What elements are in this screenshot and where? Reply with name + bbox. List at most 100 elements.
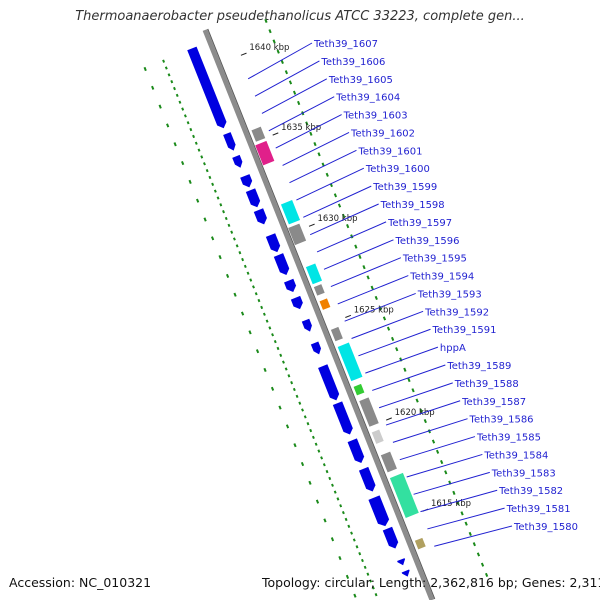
gc-skew-dash (323, 518, 327, 523)
gc-skew-dash (264, 18, 268, 23)
gene-label: Teth39_1583 (491, 468, 556, 479)
label-leader-line (420, 489, 498, 513)
gc-skew-dash (331, 483, 334, 487)
gc-skew-dash (391, 336, 395, 342)
gc-skew-dash (246, 271, 250, 275)
gc-skew-dash (330, 537, 335, 542)
gc-skew-dash (371, 586, 375, 590)
gc-skew-dash (284, 70, 289, 75)
label-leader-line (344, 292, 416, 322)
gc-skew-dash (374, 295, 378, 301)
forward-gene-arrow (401, 569, 410, 577)
gc-skew-dash (468, 531, 472, 536)
gc-skew-dash (311, 435, 315, 440)
gc-skew-dash (263, 367, 267, 373)
label-leader-line (365, 346, 439, 374)
gc-skew-dash (235, 244, 239, 248)
gc-skew-dash (305, 121, 309, 126)
label-leader-line (392, 418, 468, 443)
gc-skew-dash (395, 347, 399, 352)
gc-skew-dash (210, 236, 215, 241)
feature-block (313, 284, 325, 296)
gene-label: Teth39_1580 (513, 522, 578, 533)
gene-label: Teth39_1581 (506, 504, 571, 515)
gc-skew-dash (262, 312, 266, 316)
gc-skew-dash (224, 216, 228, 221)
gc-skew-dash (186, 121, 190, 125)
gc-skew-dash (238, 251, 242, 255)
forward-gene-arrow (187, 46, 227, 129)
gene-label: Teth39_1585 (476, 433, 541, 444)
gc-skew-dash (183, 114, 187, 118)
gc-skew-dash (452, 490, 456, 495)
label-leader-line (316, 221, 387, 253)
label-leader-line (289, 149, 357, 184)
gc-skew-dash (272, 39, 276, 44)
gc-skew-dash (352, 538, 356, 542)
gc-skew-dash (407, 377, 411, 383)
gc-skew-dash (480, 562, 485, 567)
label-leader-line (275, 114, 342, 149)
gc-skew-dash (192, 134, 196, 139)
gc-skew-dash (158, 104, 162, 109)
gene-label: Teth39_1594 (409, 272, 474, 283)
kbp-label: 1620 kbp (395, 408, 435, 418)
gene-label: Teth39_1592 (424, 307, 489, 318)
gc-skew-dash (423, 418, 427, 424)
feature-block (319, 298, 331, 310)
feature-block (337, 342, 363, 382)
gc-skew-dash (358, 254, 362, 259)
gc-skew-dash (164, 66, 168, 70)
gc-skew-dash (350, 531, 353, 535)
kbp-label: 1625 kbp (354, 305, 394, 315)
gc-skew-dash (337, 203, 342, 208)
gc-skew-dash (320, 456, 324, 460)
forward-gene-arrow (232, 154, 243, 168)
gc-skew-dash (249, 278, 253, 282)
kbp-tick (386, 417, 392, 421)
label-leader-line (330, 257, 402, 288)
forward-gene-arrow (290, 295, 303, 310)
gc-skew-dash (166, 123, 170, 128)
gc-skew-dash (170, 80, 174, 84)
gene-label: Teth39_1589 (446, 361, 511, 372)
gene-label: Teth39_1596 (394, 236, 459, 247)
gc-skew-dash (285, 424, 290, 429)
gc-skew-dash (200, 155, 204, 159)
gc-skew-dash (233, 292, 237, 297)
gc-skew-dash (173, 86, 176, 91)
gc-skew-dash (309, 428, 313, 433)
gc-skew-dash (225, 273, 230, 278)
gc-skew-dash (444, 470, 448, 475)
accession-text: Accession: NC_010321 (9, 575, 152, 590)
forward-gene-arrow (265, 233, 281, 253)
label-leader-line (427, 507, 505, 530)
gc-skew-dash (232, 237, 236, 241)
gc-skew-dash (189, 127, 193, 132)
gc-skew-dash (345, 574, 350, 579)
gc-skew-dash (313, 141, 317, 147)
gene-label: Teth39_1607 (313, 39, 378, 50)
gc-skew-dash (213, 189, 217, 193)
gc-skew-dash (218, 255, 222, 260)
backbone-line (202, 29, 435, 600)
gc-skew-dash (280, 59, 284, 65)
feature-block (305, 263, 323, 285)
gc-skew-dash (230, 230, 234, 234)
label-leader-line (372, 364, 446, 391)
gc-skew-dash (358, 552, 362, 556)
gc-skew-dash (317, 152, 321, 157)
gc-skew-dash (297, 100, 301, 106)
gc-skew-dash (255, 349, 260, 354)
forward-gene-arrow (223, 132, 236, 151)
gc-skew-dash (306, 422, 310, 426)
gc-skew-dash (325, 172, 329, 177)
forward-gene-arrow (347, 438, 365, 464)
gc-skew-dash (472, 542, 476, 547)
gene-label: hppA (440, 343, 466, 354)
gc-skew-dash (173, 142, 177, 147)
label-leader-line (337, 275, 409, 305)
gc-skew-dash (292, 90, 297, 95)
gc-skew-dash (203, 217, 207, 222)
